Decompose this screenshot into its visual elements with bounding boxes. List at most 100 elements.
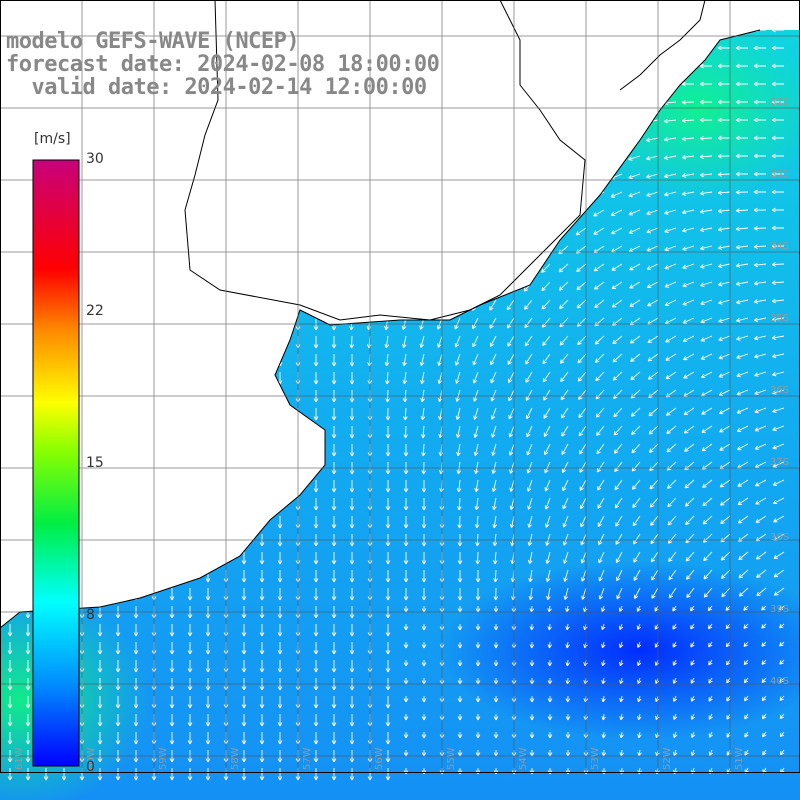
wind-arrow <box>400 227 407 240</box>
wind-arrow <box>771 262 785 267</box>
wind-arrow <box>753 45 766 51</box>
wind-arrow <box>277 191 282 205</box>
wind-arrow <box>472 335 479 348</box>
wind-arrow <box>672 659 677 666</box>
wind-arrow <box>699 99 712 105</box>
wind-arrow <box>665 335 677 343</box>
wind-arrow <box>455 425 461 439</box>
wind-arrow <box>259 714 265 727</box>
wind-arrow <box>556 119 569 126</box>
wind-arrow <box>382 191 389 204</box>
wind-arrow <box>419 299 425 312</box>
wind-arrow <box>205 444 211 457</box>
wind-arrow <box>417 173 425 185</box>
wind-arrow <box>771 171 784 177</box>
wind-arrow <box>115 498 121 511</box>
lat-label: 34S <box>770 241 789 252</box>
wind-arrow <box>761 659 767 665</box>
wind-arrow <box>579 497 587 510</box>
wind-arrow <box>169 264 175 277</box>
wind-arrow <box>717 135 730 141</box>
wind-arrow <box>133 480 139 493</box>
wind-arrow <box>241 498 247 511</box>
wind-arrow <box>492 497 497 511</box>
border-line <box>619 0 706 91</box>
wind-arrow <box>754 353 767 359</box>
wind-arrow <box>619 713 624 721</box>
wind-arrow <box>25 444 31 457</box>
wind-arrow <box>331 372 337 385</box>
wind-arrow <box>637 695 642 703</box>
wind-arrow <box>133 264 139 277</box>
wind-arrow <box>547 623 552 631</box>
wind-arrow <box>772 371 785 377</box>
wind-arrow <box>664 209 677 215</box>
wind-arrow <box>456 479 462 493</box>
wind-arrow <box>682 281 695 288</box>
wind-arrow <box>647 299 659 307</box>
wind-arrow <box>616 587 623 600</box>
wind-arrow <box>779 641 785 647</box>
wind-arrow <box>754 407 767 414</box>
wind-arrow <box>385 732 391 745</box>
wind-arrow <box>398 101 407 113</box>
wind-arrow <box>703 587 713 598</box>
wind-arrow <box>187 354 193 367</box>
wind-arrow <box>753 317 767 323</box>
wind-arrow <box>115 300 121 313</box>
wind-arrow <box>187 138 193 151</box>
wind-arrow <box>708 749 714 756</box>
wind-arrow <box>385 768 391 781</box>
wind-arrow <box>649 461 659 472</box>
wind-arrow <box>630 371 641 381</box>
wind-arrow <box>25 300 31 313</box>
wind-arrow <box>649 479 659 490</box>
wind-arrow <box>470 245 479 257</box>
wind-arrow <box>97 570 103 583</box>
wind-arrow <box>7 498 13 511</box>
wind-arrow <box>508 425 515 438</box>
wind-arrow <box>685 515 695 525</box>
wind-arrow <box>7 642 13 655</box>
wind-arrow <box>717 263 731 269</box>
wind-arrow <box>205 192 211 205</box>
wind-arrow <box>241 696 247 709</box>
wind-arrow <box>437 335 443 348</box>
wind-arrow <box>600 605 606 613</box>
wind-arrow <box>346 101 353 114</box>
wind-arrow <box>381 137 389 149</box>
wind-arrow <box>454 353 461 366</box>
wind-arrow <box>591 47 605 53</box>
wind-arrow <box>650 515 659 526</box>
wind-arrow <box>384 371 390 385</box>
wind-arrow <box>187 120 193 133</box>
wind-arrow <box>771 81 784 87</box>
wind-arrow <box>645 46 659 51</box>
wind-arrow <box>364 137 371 150</box>
wind-arrow <box>475 696 481 703</box>
wind-arrow <box>560 371 569 382</box>
wind-arrow <box>486 137 497 147</box>
wind-arrow <box>414 30 425 39</box>
wind-arrow <box>593 263 605 272</box>
wind-arrow <box>685 551 695 562</box>
wind-arrow <box>259 191 265 205</box>
wind-arrow <box>646 209 659 216</box>
wind-arrow <box>540 227 551 237</box>
wind-arrow <box>579 479 587 491</box>
wind-arrow <box>277 732 283 745</box>
wind-arrow <box>609 65 623 70</box>
wind-arrow <box>663 30 676 33</box>
wind-arrow <box>690 749 696 756</box>
wind-arrow <box>629 335 641 344</box>
wind-arrow <box>456 443 461 457</box>
wind-arrow <box>684 443 695 452</box>
wind-arrow <box>718 317 731 323</box>
wind-arrow <box>648 443 659 453</box>
wind-arrow <box>772 479 785 486</box>
wind-arrow <box>491 479 497 493</box>
wind-arrow <box>753 226 767 231</box>
wind-arrow <box>349 444 355 457</box>
wind-arrow <box>115 480 121 493</box>
wind-arrow <box>761 641 767 647</box>
